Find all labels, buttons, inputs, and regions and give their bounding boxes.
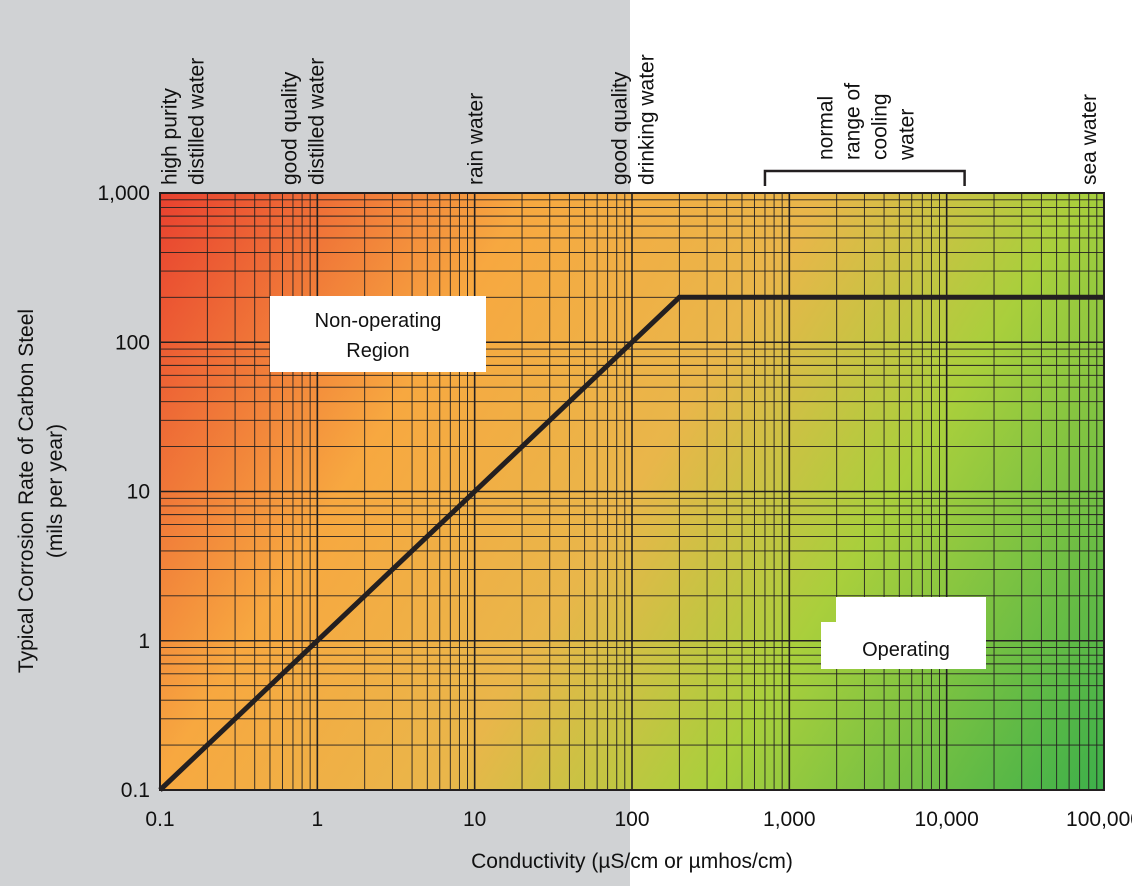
non-operating-label-line2: Region (346, 340, 409, 362)
water-type-label: distilled water (306, 58, 329, 185)
x-tick-label: 100 (614, 808, 649, 831)
operating-label-box (821, 622, 986, 669)
water-type-labels: high purity distilled water good quality di… (159, 54, 1102, 185)
non-operating-region-label: Non-operating Region (270, 296, 486, 372)
x-axis-title: Conductivity (µS/cm or µmhos/cm) (471, 850, 793, 873)
water-type-label: high purity (159, 88, 182, 185)
water-type-label: good quality (609, 71, 632, 185)
y-tick-label: 1,000 (97, 182, 150, 205)
water-type-label: rain water (465, 93, 488, 185)
water-type-label: range of (841, 83, 864, 160)
x-tick-label: 10,000 (915, 808, 979, 831)
non-operating-label-line1: Non-operating (315, 310, 442, 332)
y-tick-label: 10 (127, 481, 150, 504)
operating-label-box-top (836, 597, 986, 627)
corrosion-rate-line (158, 294, 1104, 792)
y-tick-label: 1 (138, 630, 150, 653)
x-tick-label: 0.1 (145, 808, 174, 831)
non-operating-label-box (270, 296, 486, 372)
water-type-label: normal (814, 96, 837, 160)
x-tick-label: 1 (311, 808, 323, 831)
cooling-water-bracket (763, 169, 966, 186)
water-type-label: sea water (1078, 94, 1101, 185)
water-type-label: drinking water (636, 54, 659, 185)
plot-frame (159, 192, 1105, 791)
x-tick-label: 1,000 (763, 808, 816, 831)
x-tick-label: 10 (463, 808, 486, 831)
y-tick-label: 0.1 (121, 779, 150, 802)
water-type-label: cooling (868, 93, 891, 160)
y-axis-title-line1: Typical Corrosion Rate of Carbon Steel (15, 309, 38, 673)
operating-label-line1: Operating (862, 639, 950, 661)
water-type-label: water (895, 109, 918, 161)
water-type-label: distilled water (186, 58, 209, 185)
x-tick-label: 100,000 (1066, 808, 1132, 831)
y-tick-labels: 0.1 1 10 100 1,000 (97, 182, 150, 802)
y-tick-label: 100 (115, 331, 150, 354)
y-axis-title-line2: (mils per year) (44, 424, 67, 558)
x-tick-labels: 0.1 1 10 100 1,000 10,000 100,000 (145, 808, 1132, 831)
operating-region-label: Operating Operating (821, 597, 986, 669)
water-type-label: good quality (279, 71, 302, 185)
